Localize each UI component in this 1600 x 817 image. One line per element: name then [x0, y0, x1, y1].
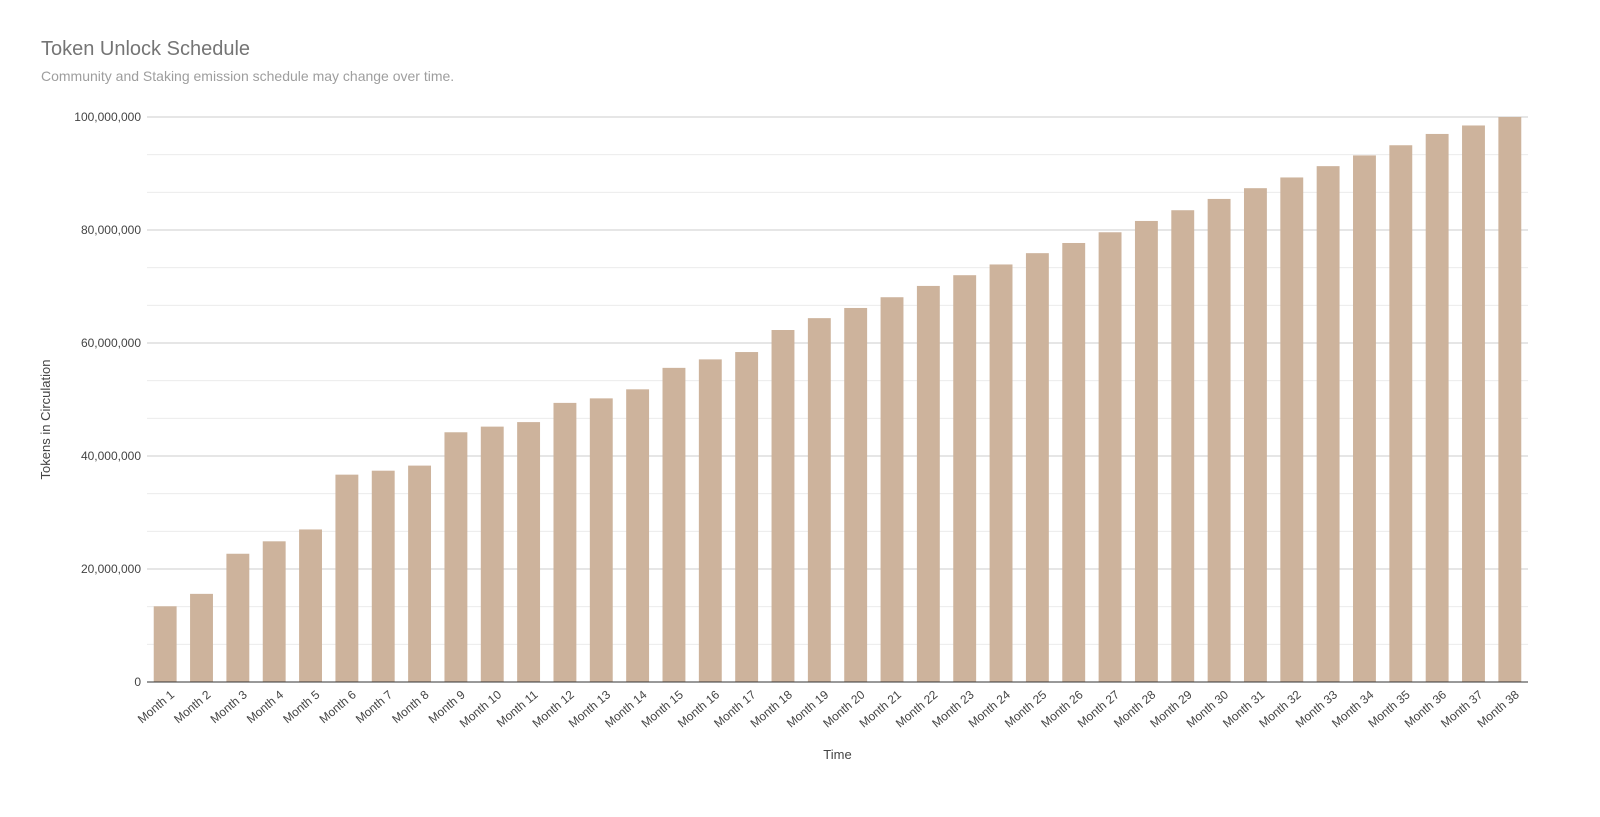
x-tick-label: Month 2 [171, 687, 213, 726]
bar [190, 593, 213, 682]
bar [299, 529, 322, 682]
bar [371, 470, 395, 682]
chart-title: Token Unlock Schedule [41, 38, 251, 60]
bar [844, 307, 868, 682]
bar [698, 359, 722, 682]
bar [1462, 125, 1485, 683]
bar [1389, 145, 1413, 682]
x-tick-label: Month 7 [353, 687, 395, 726]
bar [880, 297, 904, 682]
bar [989, 264, 1013, 682]
x-tick-label: Month 1 [135, 687, 177, 726]
bar [1280, 177, 1304, 682]
bar [553, 402, 577, 682]
bar [1353, 155, 1376, 683]
y-tick-label: 20,000,000 [81, 562, 141, 576]
bar [1316, 166, 1340, 682]
bar [735, 352, 759, 682]
bar [807, 318, 831, 682]
bar [1425, 133, 1449, 682]
bar [1062, 242, 1086, 682]
x-tick-label: Month 5 [280, 687, 322, 726]
bar [916, 285, 940, 682]
bar [1498, 117, 1522, 682]
y-tick-label: 80,000,000 [81, 223, 141, 237]
bar [153, 606, 177, 682]
bar [335, 474, 359, 682]
x-tick-label: Month 8 [389, 687, 431, 726]
bar [517, 422, 541, 682]
y-tick-label: 0 [134, 675, 141, 689]
bar [1243, 188, 1267, 682]
bar [1171, 210, 1195, 682]
bar [1098, 232, 1122, 682]
bars [153, 117, 1522, 683]
bar [1134, 220, 1158, 682]
bar [408, 465, 432, 682]
y-tick-label: 100,000,000 [74, 110, 141, 124]
y-axis-title: Tokens in Circulation [38, 360, 53, 480]
y-axis-ticks: 0 20,000,000 40,000,000 60,000,000 80,000,00… [74, 110, 141, 689]
y-tick-label: 60,000,000 [81, 336, 141, 350]
chart-subtitle: Community and Staking emission schedule … [41, 68, 455, 84]
y-tick-label: 40,000,000 [81, 449, 141, 463]
bar [444, 432, 468, 682]
bar [1207, 198, 1231, 683]
x-tick-label: Month 6 [317, 687, 359, 726]
x-axis-title: Time [823, 747, 851, 762]
bar [1025, 253, 1049, 683]
x-tick-label: Month 4 [244, 687, 286, 726]
bar [626, 389, 650, 682]
bar [480, 426, 504, 682]
x-tick-label: Month 3 [208, 687, 250, 726]
bar [662, 367, 686, 682]
bar [589, 398, 613, 682]
bar [226, 553, 250, 682]
bar [771, 330, 795, 682]
bar [953, 275, 977, 682]
bar [262, 541, 286, 682]
